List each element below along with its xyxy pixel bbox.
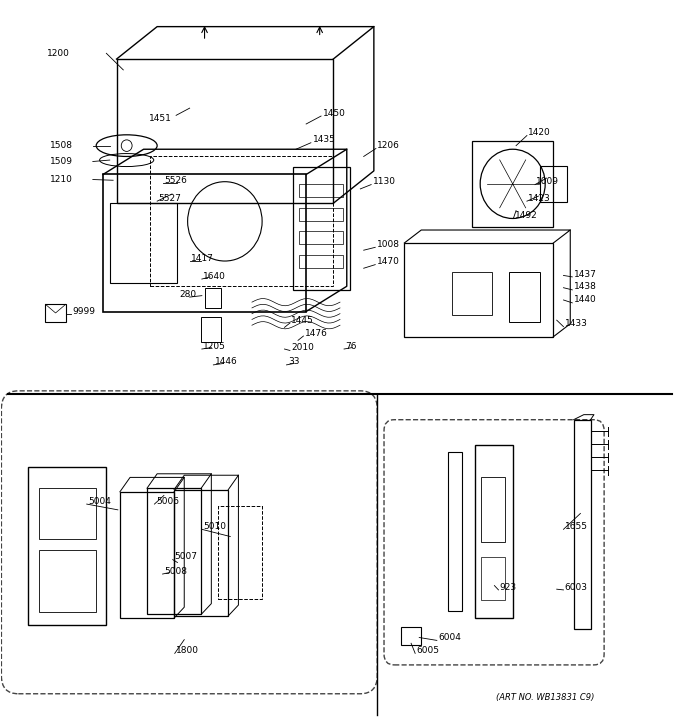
Bar: [299, 232, 343, 245]
Text: 6005: 6005: [417, 646, 439, 655]
Text: 1492: 1492: [515, 211, 537, 220]
Text: 923: 923: [500, 583, 517, 592]
Text: 1008: 1008: [377, 240, 400, 249]
Text: 1009: 1009: [537, 177, 560, 186]
Text: 1210: 1210: [50, 175, 73, 184]
Bar: [150, 156, 333, 286]
Text: 1508: 1508: [50, 141, 73, 150]
Bar: [481, 477, 505, 542]
Text: 1640: 1640: [203, 272, 226, 281]
Text: 280: 280: [180, 290, 197, 299]
Bar: [299, 184, 343, 197]
Text: 5004: 5004: [88, 497, 111, 505]
Text: 9999: 9999: [73, 307, 95, 316]
Text: 1450: 1450: [323, 109, 346, 118]
Bar: [218, 506, 262, 599]
Bar: [205, 287, 222, 308]
Text: 5526: 5526: [164, 176, 187, 185]
Text: 1206: 1206: [377, 141, 400, 150]
Bar: [452, 272, 492, 315]
Text: 5527: 5527: [158, 194, 182, 203]
Text: 5008: 5008: [164, 567, 187, 576]
Text: 1655: 1655: [565, 522, 588, 531]
Bar: [299, 208, 343, 221]
Text: 1420: 1420: [528, 128, 551, 137]
Text: 1476: 1476: [305, 329, 328, 337]
Bar: [292, 167, 350, 290]
Text: 1509: 1509: [50, 157, 73, 166]
Text: 5007: 5007: [174, 552, 197, 561]
Bar: [472, 140, 554, 227]
Bar: [448, 452, 462, 611]
Bar: [109, 203, 177, 282]
Bar: [120, 492, 174, 618]
Text: 1205: 1205: [203, 342, 226, 350]
Text: 76: 76: [345, 342, 357, 350]
Text: 1200: 1200: [48, 49, 70, 58]
Bar: [481, 557, 505, 600]
Bar: [540, 166, 567, 202]
Bar: [475, 445, 513, 618]
Text: 1445: 1445: [291, 316, 314, 324]
Bar: [29, 466, 106, 626]
Text: 2010: 2010: [291, 343, 314, 352]
Bar: [405, 243, 554, 337]
Text: 6004: 6004: [438, 633, 461, 642]
Bar: [39, 488, 96, 539]
Text: 1417: 1417: [191, 253, 214, 263]
Text: 1800: 1800: [176, 646, 199, 655]
Text: (ART NO. WB13831 C9): (ART NO. WB13831 C9): [496, 694, 594, 702]
Text: 33: 33: [288, 358, 299, 366]
Text: 1470: 1470: [377, 257, 399, 266]
Bar: [103, 174, 306, 311]
Bar: [574, 420, 590, 629]
Bar: [201, 316, 222, 342]
Bar: [174, 489, 228, 616]
Text: 1438: 1438: [574, 282, 596, 292]
Text: 1446: 1446: [215, 358, 237, 366]
Text: 5006: 5006: [156, 497, 179, 505]
Text: 6003: 6003: [565, 583, 588, 592]
Bar: [299, 256, 343, 268]
Text: 1440: 1440: [574, 295, 596, 305]
Text: 1437: 1437: [574, 269, 596, 279]
Bar: [46, 304, 66, 322]
Bar: [509, 272, 540, 322]
Text: 1130: 1130: [373, 177, 396, 186]
Text: 1435: 1435: [313, 135, 336, 144]
Bar: [401, 627, 422, 644]
Bar: [39, 550, 96, 613]
Text: 5010: 5010: [203, 522, 226, 531]
Text: 1433: 1433: [565, 319, 588, 328]
Bar: [147, 488, 201, 615]
Bar: [116, 59, 333, 203]
Text: 1451: 1451: [149, 114, 172, 123]
Text: 1423: 1423: [528, 194, 551, 203]
